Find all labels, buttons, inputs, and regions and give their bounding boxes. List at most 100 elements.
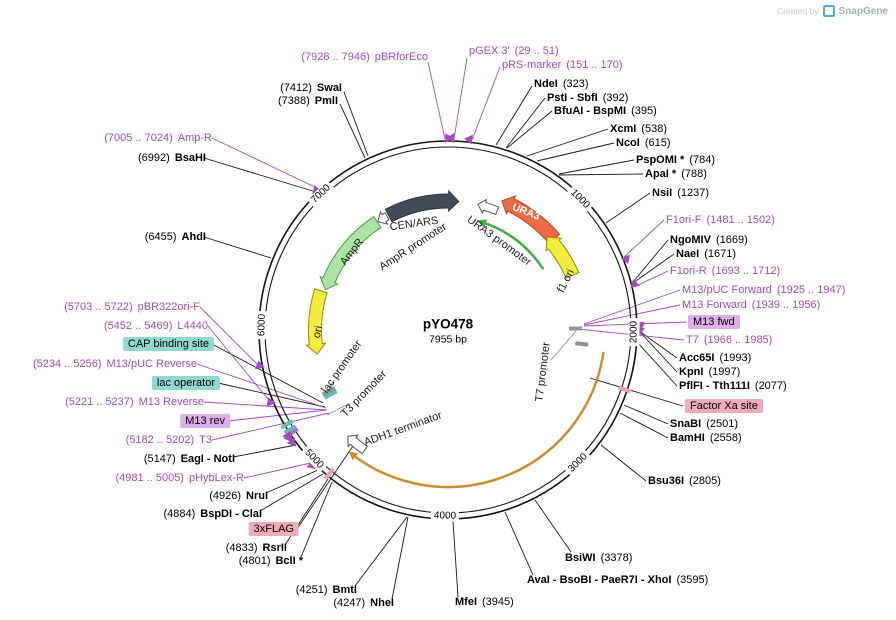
- enzyme-label-naei[interactable]: NaeI (1671): [676, 248, 736, 260]
- feature-box-label: Factor Xa site: [690, 400, 758, 412]
- primer-label-t7[interactable]: T7 (1966 .. 1985): [686, 334, 772, 346]
- primer-label-f1orir[interactable]: F1ori-R (1693 .. 1712): [670, 265, 780, 277]
- site-tick-lac-cluster-gray[interactable]: [321, 386, 336, 397]
- feature-box-flag[interactable]: 3xFLAG: [248, 522, 299, 536]
- site-position: (5147): [143, 453, 176, 465]
- enzyme-label-acc65i[interactable]: Acc65I (1993): [679, 352, 751, 364]
- primer-label-phyblexr[interactable]: (4981 .. 5005) pHybLex-R: [115, 472, 244, 484]
- primer-arrow-pbr322ori-f[interactable]: [254, 360, 265, 370]
- primer-label-pbr322orif[interactable]: (5703 .. 5722) pBR322ori-F: [64, 301, 200, 313]
- site-position: (1693 .. 1712): [711, 265, 781, 277]
- enzyme-label-rsrii[interactable]: (4833) RsrII: [226, 542, 287, 554]
- site-tick-cap-binding-site[interactable]: [280, 419, 294, 430]
- feature-arc-orf-a[interactable]: [354, 351, 605, 489]
- feature-arrow-ura3-promoter[interactable]: [477, 198, 500, 216]
- feature-arrow-ori[interactable]: [305, 288, 328, 355]
- callout-line: [227, 409, 328, 422]
- enzyme-label-eagi[interactable]: (5147) EagI - NotI: [144, 453, 235, 465]
- feature-arrow-cen-ars[interactable]: [384, 189, 460, 223]
- primer-label-f1orif[interactable]: F1ori-F (1481 .. 1502): [666, 214, 775, 226]
- primer-arrow-l4440[interactable]: [266, 397, 276, 407]
- callout-line: [196, 363, 327, 409]
- site-position: (2558): [709, 432, 742, 444]
- site-tick-lac-operator-site[interactable]: [283, 424, 297, 435]
- feature-box-xa[interactable]: Factor Xa site: [685, 399, 763, 413]
- enzyme-label-bsahi[interactable]: (6992) BsaHI: [138, 152, 206, 164]
- primer-label-pgex3[interactable]: pGEX 3' (29 .. 51): [469, 45, 559, 57]
- enzyme-label-bcli[interactable]: (4801) BclI *: [239, 555, 303, 567]
- enzyme-label-swai[interactable]: (7412) SwaI: [280, 82, 342, 94]
- feature-arrow-ura3[interactable]: [501, 195, 561, 245]
- feature-arrow-f1-ori[interactable]: [545, 236, 580, 279]
- primer-label-t3[interactable]: (5182 .. 5202) T3: [126, 434, 212, 446]
- primer-arrow-f1ori-f[interactable]: [620, 254, 630, 264]
- feature-box-cap[interactable]: CAP binding site: [122, 337, 214, 351]
- primer-label-prsmarker[interactable]: pRS-marker (151 .. 170): [502, 59, 623, 71]
- scale-tick-label: 6000: [256, 310, 268, 340]
- feature-arrow-ampr[interactable]: [319, 215, 382, 291]
- primer-label-m13r[interactable]: (5221 .. 5237) M13 Reverse: [65, 396, 204, 408]
- enzyme-label-bsu36i[interactable]: Bsu36I (2805): [648, 475, 721, 487]
- primer-label-amprprimer[interactable]: (7005 .. 7024) Amp-R: [104, 132, 212, 144]
- enzyme-label-avai[interactable]: AvaI - BsoBI - PaeR7I - XhoI (3595): [527, 574, 708, 586]
- plasmid-title-block: pYO478 7955 bp: [423, 317, 473, 346]
- site-position: (1671): [704, 248, 737, 260]
- feature-arrow-adh1-terminator[interactable]: [347, 434, 369, 455]
- feature-arrow-ampr-promoter[interactable]: [377, 210, 390, 225]
- site-tick-factor-xa-site[interactable]: [617, 385, 632, 394]
- enzyme-label-bfuai[interactable]: BfuAI - BspMI (395): [554, 105, 657, 117]
- callout-line: [354, 516, 408, 587]
- enzyme-label-mfei[interactable]: MfeI (3945): [455, 596, 514, 608]
- callout-line: [259, 473, 324, 512]
- site-tick-lac-cluster-teal[interactable]: [323, 389, 338, 400]
- primer-arrow-pgex-3-[interactable]: [446, 133, 455, 144]
- feature-arc-orf-b[interactable]: [485, 222, 545, 270]
- callout-line: [605, 192, 651, 224]
- callout-line: [638, 330, 678, 373]
- enzyme-label-ndei[interactable]: NdeI (323): [534, 78, 589, 90]
- site-name: EagI - NotI: [180, 453, 235, 465]
- enzyme-label-ahdi[interactable]: (6455) AhdI: [145, 231, 206, 243]
- site-position: (4251): [295, 584, 328, 596]
- feature-box-laco[interactable]: lac operator: [151, 376, 220, 390]
- site-position: (7928 .. 7946): [301, 51, 370, 63]
- primer-arrow-t3[interactable]: [286, 437, 296, 447]
- primer-arrow-m13-puc-reverse[interactable]: [282, 430, 291, 441]
- site-name: NheI: [370, 597, 394, 609]
- enzyme-label-nhei[interactable]: (4247) NheI: [333, 597, 394, 609]
- enzyme-label-pmli[interactable]: (7388) PmlI: [278, 95, 338, 107]
- primer-label-m13pucf[interactable]: M13/pUC Forward (1925 .. 1947): [682, 284, 845, 296]
- enzyme-label-psti[interactable]: PstI - SbfI (392): [547, 92, 628, 104]
- enzyme-label-ngomiv[interactable]: NgoMIV (1669): [670, 234, 748, 246]
- primer-label-l4440[interactable]: (5452 .. 5469) L4440: [104, 320, 208, 332]
- enzyme-label-nrui[interactable]: (4926) NruI: [209, 490, 268, 502]
- enzyme-label-bspdi[interactable]: (4884) BspDI - ClaI: [163, 508, 262, 520]
- enzyme-label-bmti[interactable]: (4251) BmtI: [296, 584, 357, 596]
- primer-label-pbrforeco[interactable]: (7928 .. 7946) pBRforEco: [301, 51, 428, 63]
- enzyme-label-pspomi[interactable]: PspOMI * (784): [636, 154, 715, 166]
- site-tick-flag-site[interactable]: [323, 467, 336, 481]
- site-position: (3945): [482, 596, 514, 608]
- site-position: (3378): [600, 552, 633, 564]
- feature-box-m13rev[interactable]: M13 rev: [180, 414, 230, 428]
- primer-label-m13f[interactable]: M13 Forward (1939 .. 1956): [682, 299, 820, 311]
- enzyme-label-kpni[interactable]: KpnI (1997): [679, 366, 740, 378]
- primer-arrow-prs-marker[interactable]: [464, 134, 473, 145]
- feature-label-ori[interactable]: ori: [310, 324, 326, 340]
- feature-box-m13fwd[interactable]: M13 fwd: [688, 315, 740, 329]
- enzyme-label-apai[interactable]: ApaI * (788): [645, 168, 707, 180]
- enzyme-label-pflfi[interactable]: PflFI - Tth111I (2077): [679, 380, 787, 392]
- enzyme-label-bsiwi[interactable]: BsiWI (3378): [565, 552, 632, 564]
- enzyme-label-xcmi[interactable]: XcmI (538): [610, 123, 667, 135]
- callout-line: [326, 402, 351, 416]
- primer-label-m13pucr[interactable]: (5234 .. 5256) M13/pUC Reverse: [33, 358, 197, 370]
- enzyme-label-snabi[interactable]: SnaBI (2501): [670, 418, 738, 430]
- callout-line: [207, 325, 273, 405]
- callout-line: [637, 342, 678, 387]
- primer-arrow-f1ori-r[interactable]: [630, 279, 640, 289]
- enzyme-label-ncoi[interactable]: NcoI (615): [616, 137, 671, 149]
- enzyme-label-nsii[interactable]: NsiI (1237): [652, 187, 709, 199]
- enzyme-label-bamhi[interactable]: BamHI (2558): [670, 432, 742, 444]
- site-tick-promoter-glyph-2[interactable]: [575, 341, 589, 347]
- site-name: BfuAI - BspMI: [554, 105, 627, 117]
